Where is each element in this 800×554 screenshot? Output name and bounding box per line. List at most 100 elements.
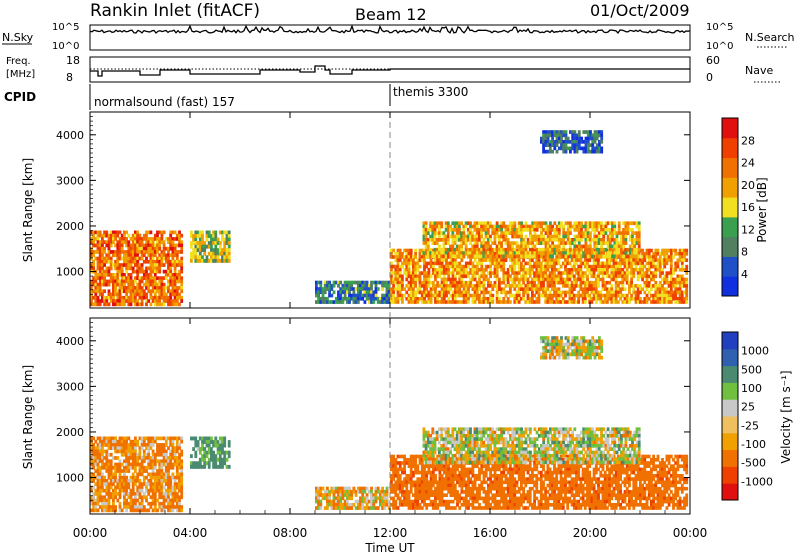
echo-cell	[460, 247, 463, 252]
echo-cell	[140, 276, 144, 280]
echo-cell	[575, 247, 579, 252]
echo-cell	[94, 498, 98, 503]
echo-cell	[658, 274, 662, 279]
echo-cell	[171, 246, 175, 251]
echo-cell	[140, 292, 144, 297]
echo-cell	[557, 280, 561, 285]
echo-cell	[190, 241, 193, 245]
echo-cell	[602, 228, 606, 232]
echo-cell	[509, 264, 512, 269]
echo-cell	[569, 231, 572, 235]
echo-cell	[116, 465, 120, 470]
echo-cell	[680, 290, 684, 295]
echo-cell	[407, 268, 411, 272]
echo-cell	[171, 263, 175, 267]
echo-cell	[544, 238, 548, 242]
echo-cell	[601, 268, 605, 272]
echo-cell	[639, 271, 642, 275]
echo-cell	[669, 268, 673, 272]
echo-cell	[376, 489, 380, 494]
echo-cell	[676, 297, 680, 301]
echo-cell	[147, 266, 151, 271]
echo-cell	[341, 296, 345, 301]
echo-cell	[116, 469, 120, 473]
echo-cell	[164, 269, 168, 274]
echo-cell	[403, 261, 406, 266]
echo-cell	[669, 264, 673, 269]
echo-cell	[544, 244, 548, 249]
echo-cell	[620, 244, 623, 249]
echo-cell	[595, 143, 599, 147]
echo-cell	[593, 224, 597, 229]
echo-cell	[665, 261, 669, 266]
echo-cell	[201, 241, 204, 245]
echo-cell	[424, 244, 428, 249]
echo-cell	[147, 237, 151, 241]
echo-cell	[169, 269, 173, 274]
echo-cell	[125, 459, 128, 464]
echo-cell	[544, 221, 548, 226]
echo-cell	[546, 254, 550, 259]
echo-cell	[529, 241, 532, 245]
echo-cell	[544, 140, 548, 144]
echo-cell	[652, 293, 655, 298]
echo-cell	[658, 261, 662, 266]
echo-cell	[438, 264, 442, 269]
echo-cell	[207, 440, 211, 444]
echo-cell	[359, 280, 362, 285]
echo-cell	[319, 283, 323, 288]
echo-cell	[575, 277, 578, 282]
echo-cell	[120, 273, 124, 277]
echo-cell	[517, 258, 521, 262]
echo-cell	[546, 287, 550, 291]
echo-cell	[112, 276, 115, 280]
echo-cell	[427, 271, 431, 275]
echo-cell	[595, 149, 599, 154]
echo-cell	[162, 462, 166, 467]
echo-cell	[608, 221, 612, 226]
echo-cell	[506, 274, 510, 279]
echo-cell	[418, 284, 422, 288]
echo-cell	[641, 300, 644, 304]
echo-cell	[553, 290, 556, 295]
echo-cell	[621, 258, 625, 262]
echo-cell	[568, 284, 572, 288]
echo-cell	[98, 269, 102, 274]
echo-cell	[131, 292, 135, 297]
echo-cell	[401, 261, 404, 266]
echo-cell	[405, 274, 409, 279]
echo-cell	[90, 508, 93, 513]
echo-cell	[227, 255, 231, 260]
echo-cell	[398, 297, 402, 301]
echo-cell	[535, 290, 539, 295]
echo-cell	[464, 238, 468, 242]
echo-cell	[566, 140, 570, 144]
echo-cell	[136, 302, 140, 307]
echo-cell	[416, 261, 420, 266]
echo-cell	[210, 450, 213, 455]
echo-cell	[147, 253, 151, 258]
echo-cell	[471, 247, 475, 252]
echo-cell	[458, 224, 461, 229]
ytick-label: 1000	[56, 266, 84, 279]
echo-cell	[409, 248, 413, 253]
echo-cell	[546, 247, 550, 252]
echo-cell	[372, 496, 376, 501]
echo-cell	[480, 297, 484, 301]
echo-cell	[221, 230, 224, 235]
echo-cell	[539, 274, 543, 279]
echo-cell	[489, 254, 492, 259]
echo-cell	[622, 238, 625, 242]
echo-cell	[359, 489, 362, 494]
echo-cell	[125, 443, 128, 447]
echo-cell	[149, 263, 153, 267]
echo-cell	[495, 261, 499, 266]
echo-cell	[636, 284, 640, 288]
echo-cell	[129, 449, 133, 454]
echo-cell	[517, 300, 521, 304]
echo-cell	[584, 247, 588, 252]
echo-cell	[120, 233, 124, 238]
echo-cell	[542, 284, 545, 288]
echo-cell	[446, 241, 450, 245]
echo-cell	[475, 297, 479, 301]
